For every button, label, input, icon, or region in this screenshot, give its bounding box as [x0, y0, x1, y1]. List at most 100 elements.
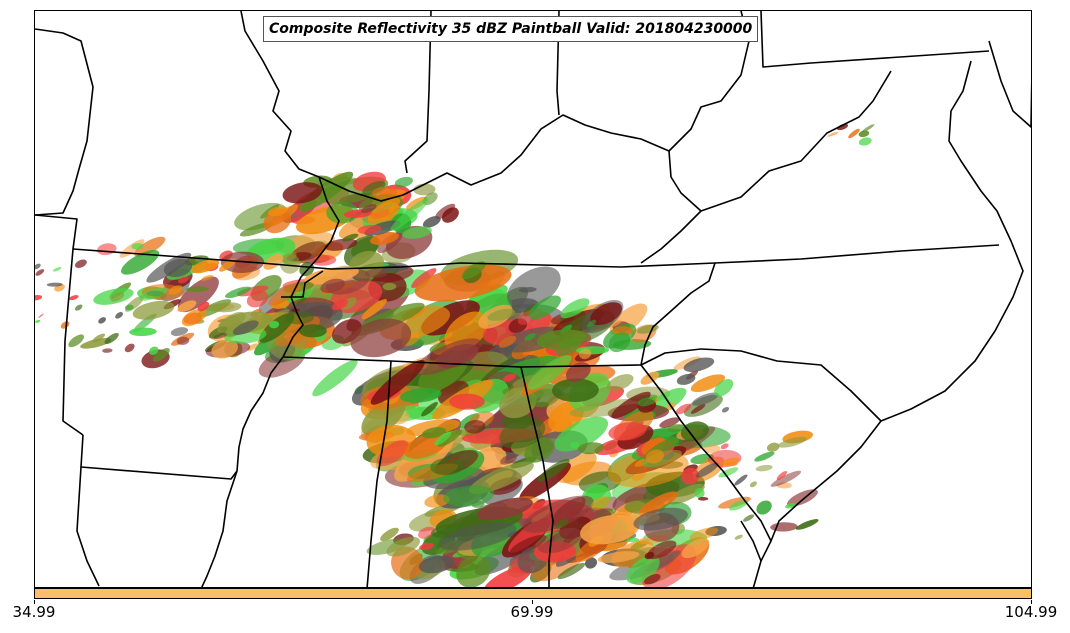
reflectivity-blob: [554, 518, 569, 529]
reflectivity-blob: [170, 327, 189, 337]
map-title: Composite Reflectivity 35 dBZ Paintball …: [263, 16, 759, 42]
reflectivity-blob: [211, 339, 239, 359]
reflectivity-blob: [697, 496, 709, 501]
reflectivity-blob: [487, 308, 516, 321]
reflectivity-blob: [52, 267, 62, 272]
reflectivity-blob: [858, 130, 870, 138]
state-border-layer: [35, 11, 1031, 587]
colorbar-tick-label-mid: 69.99: [510, 603, 554, 621]
reflectivity-blob: [411, 268, 437, 289]
colorbar-tick-1: [532, 600, 533, 604]
reflectivity-blob: [827, 131, 839, 137]
reflectivity-blob: [35, 319, 41, 323]
reflectivity-blob: [131, 243, 144, 250]
reflectivity-blob: [418, 555, 455, 574]
reflectivity-blob: [176, 336, 190, 345]
reflectivity-paintball-layer: [35, 123, 875, 587]
reflectivity-blob: [400, 388, 442, 403]
reflectivity-blob: [92, 333, 105, 343]
reflectivity-blob: [714, 379, 734, 397]
reflectivity-blob: [640, 371, 660, 385]
reflectivity-blob: [263, 253, 284, 270]
state-line-ks-mo: [35, 28, 94, 216]
reflectivity-blob: [163, 258, 193, 278]
reflectivity-blob: [633, 507, 688, 531]
reflectivity-blob: [528, 295, 561, 320]
reflectivity-blob: [734, 474, 748, 486]
reflectivity-blob: [121, 249, 160, 275]
reflectivity-blob: [246, 290, 269, 308]
reflectivity-blob: [177, 276, 189, 284]
reflectivity-blob: [299, 324, 327, 338]
reflectivity-blob: [418, 526, 436, 539]
reflectivity-blob: [461, 261, 486, 280]
reflectivity-blob: [148, 346, 159, 356]
reflectivity-blob: [580, 514, 640, 545]
reflectivity-blob: [591, 496, 610, 510]
reflectivity-blob: [125, 304, 134, 311]
reflectivity-blob: [370, 231, 399, 245]
reflectivity-blob: [422, 216, 441, 228]
reflectivity-blob: [435, 203, 456, 220]
reflectivity-blob: [557, 452, 597, 484]
state-line-ar-la: [80, 434, 238, 480]
reflectivity-blob: [560, 298, 590, 319]
reflectivity-blob: [590, 302, 623, 326]
reflectivity-blob: [104, 332, 119, 345]
reflectivity-blob: [201, 274, 214, 281]
reflectivity-blob: [749, 481, 757, 488]
reflectivity-blob: [690, 404, 706, 414]
state-line-tn-south: [282, 348, 702, 368]
reflectivity-blob: [680, 421, 710, 442]
reflectivity-blob: [430, 457, 465, 476]
reflectivity-blob: [181, 308, 207, 327]
reflectivity-blob: [390, 197, 430, 232]
reflectivity-blob: [371, 186, 397, 200]
reflectivity-blob: [115, 311, 124, 319]
reflectivity-blob: [357, 224, 382, 235]
reflectivity-blob: [578, 348, 592, 360]
reflectivity-blob: [690, 374, 726, 393]
reflectivity-blob: [795, 519, 819, 530]
reflectivity-blob: [60, 321, 70, 329]
delmarva-coast: [988, 40, 1031, 128]
reflectivity-blob: [421, 401, 438, 417]
reflectivity-blob: [536, 329, 587, 350]
reflectivity-blob: [361, 299, 387, 320]
reflectivity-blob: [468, 461, 534, 495]
reflectivity-blob: [522, 495, 594, 533]
reflectivity-blob: [777, 436, 807, 448]
reflectivity-blob: [124, 343, 135, 353]
reflectivity-blob: [502, 373, 516, 382]
reflectivity-blob: [98, 317, 106, 324]
reflectivity-blob: [694, 487, 705, 499]
reflectivity-blob: [268, 282, 301, 306]
reflectivity-blob: [692, 392, 719, 406]
reflectivity-blob: [499, 335, 517, 348]
reflectivity-blob: [362, 180, 386, 196]
reflectivity-blob: [424, 494, 450, 508]
reflectivity-blob: [74, 259, 87, 268]
reflectivity-blob: [370, 359, 425, 405]
reflectivity-blob: [754, 451, 775, 462]
reflectivity-blob: [626, 537, 640, 543]
reflectivity-blob: [659, 417, 680, 428]
reflectivity-blob: [382, 282, 397, 291]
reflectivity-blob: [312, 359, 358, 397]
reflectivity-blob: [438, 522, 517, 551]
reflectivity-blob: [191, 259, 220, 274]
reflectivity-blob: [247, 343, 258, 351]
colorbar-tick-0: [34, 600, 35, 604]
reflectivity-blob: [35, 269, 45, 276]
reflectivity-blob: [35, 294, 43, 301]
state-line-al-ga: [520, 366, 554, 587]
reflectivity-blob: [326, 201, 359, 224]
reflectivity-blob: [361, 204, 377, 214]
reflectivity-blob: [557, 562, 586, 580]
reflectivity-blob: [675, 403, 692, 415]
state-line-va-wv: [700, 70, 892, 212]
reflectivity-blob: [304, 266, 359, 285]
map-panel: [34, 10, 1032, 588]
state-line-ks-ok: [72, 248, 402, 270]
state-line-ky-va: [640, 210, 702, 264]
